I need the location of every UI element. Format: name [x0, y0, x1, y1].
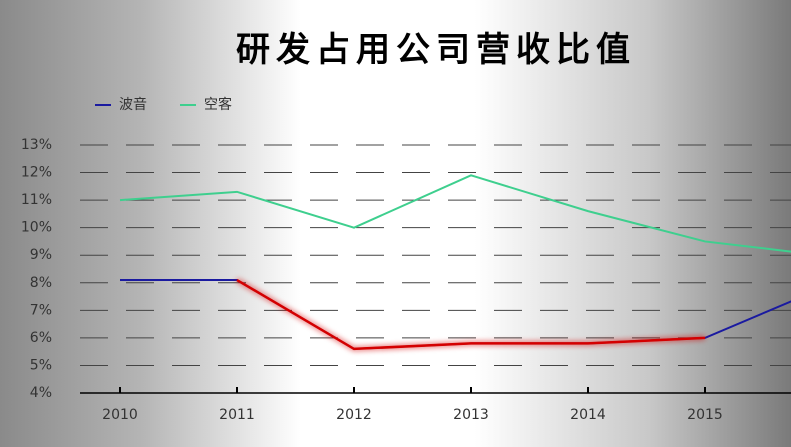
- x-tick-label: 2010: [102, 407, 138, 423]
- x-tick-label: 2014: [570, 407, 606, 423]
- y-tick-label: 6%: [30, 330, 52, 346]
- y-tick-label: 11%: [21, 192, 52, 208]
- x-tick-label: 2015: [687, 407, 723, 423]
- legend-label: 空客: [204, 96, 232, 113]
- legend-label: 波音: [119, 96, 147, 113]
- y-tick-label: 9%: [30, 247, 52, 263]
- y-tick-label: 5%: [30, 357, 52, 373]
- x-tick-label: 2011: [219, 407, 255, 423]
- y-tick-label: 7%: [30, 302, 52, 318]
- y-tick-label: 13%: [21, 137, 52, 153]
- series-line: [119, 174, 791, 253]
- highlight-line: [236, 278, 706, 351]
- y-tick-label: 10%: [21, 220, 52, 236]
- chart-title: 研发占用公司营收比值: [236, 30, 636, 70]
- x-tick-label: 2012: [336, 407, 372, 423]
- y-tick-label: 12%: [21, 165, 52, 181]
- y-tick-label: 8%: [30, 275, 52, 291]
- x-tick-label: 2013: [453, 407, 489, 423]
- y-tick-label: 4%: [30, 385, 52, 401]
